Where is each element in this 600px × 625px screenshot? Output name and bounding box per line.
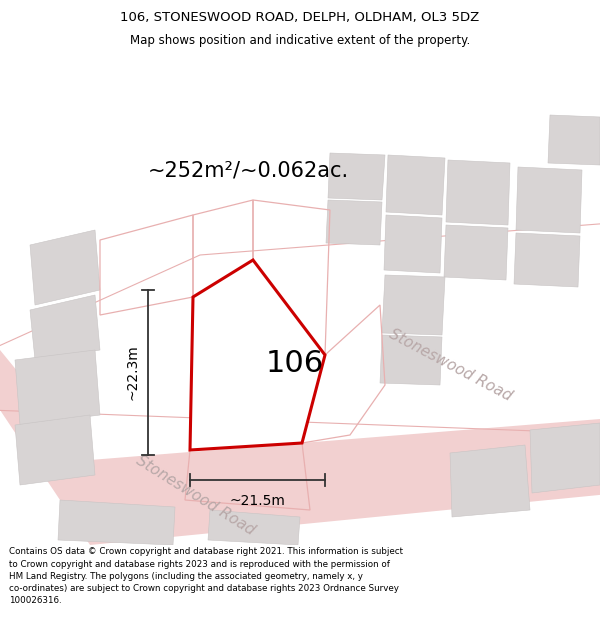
Polygon shape: [514, 233, 580, 287]
Text: Contains OS data © Crown copyright and database right 2021. This information is : Contains OS data © Crown copyright and d…: [9, 548, 403, 605]
Polygon shape: [190, 260, 325, 450]
Polygon shape: [382, 275, 445, 335]
Text: 106: 106: [266, 349, 324, 378]
Polygon shape: [386, 155, 445, 215]
Polygon shape: [530, 423, 600, 493]
Polygon shape: [58, 500, 175, 545]
Text: Stoneswood Road: Stoneswood Road: [386, 326, 514, 404]
Text: ~252m²/~0.062ac.: ~252m²/~0.062ac.: [148, 160, 349, 180]
Polygon shape: [328, 153, 385, 200]
Text: ~21.5m: ~21.5m: [230, 494, 286, 508]
Polygon shape: [15, 350, 100, 425]
Polygon shape: [446, 160, 510, 225]
Text: 106, STONESWOOD ROAD, DELPH, OLDHAM, OL3 5DZ: 106, STONESWOOD ROAD, DELPH, OLDHAM, OL3…: [121, 11, 479, 24]
Polygon shape: [380, 335, 442, 385]
Polygon shape: [0, 350, 600, 545]
Polygon shape: [548, 115, 600, 165]
Polygon shape: [444, 225, 508, 280]
Polygon shape: [208, 510, 300, 545]
Polygon shape: [450, 445, 530, 517]
Text: Map shows position and indicative extent of the property.: Map shows position and indicative extent…: [130, 34, 470, 47]
Polygon shape: [30, 295, 100, 360]
Text: ~22.3m: ~22.3m: [126, 344, 140, 401]
Text: Stoneswood Road: Stoneswood Road: [133, 452, 257, 538]
Polygon shape: [516, 167, 582, 233]
Polygon shape: [15, 415, 95, 485]
Polygon shape: [384, 215, 442, 273]
Polygon shape: [326, 200, 382, 245]
Polygon shape: [30, 230, 100, 305]
